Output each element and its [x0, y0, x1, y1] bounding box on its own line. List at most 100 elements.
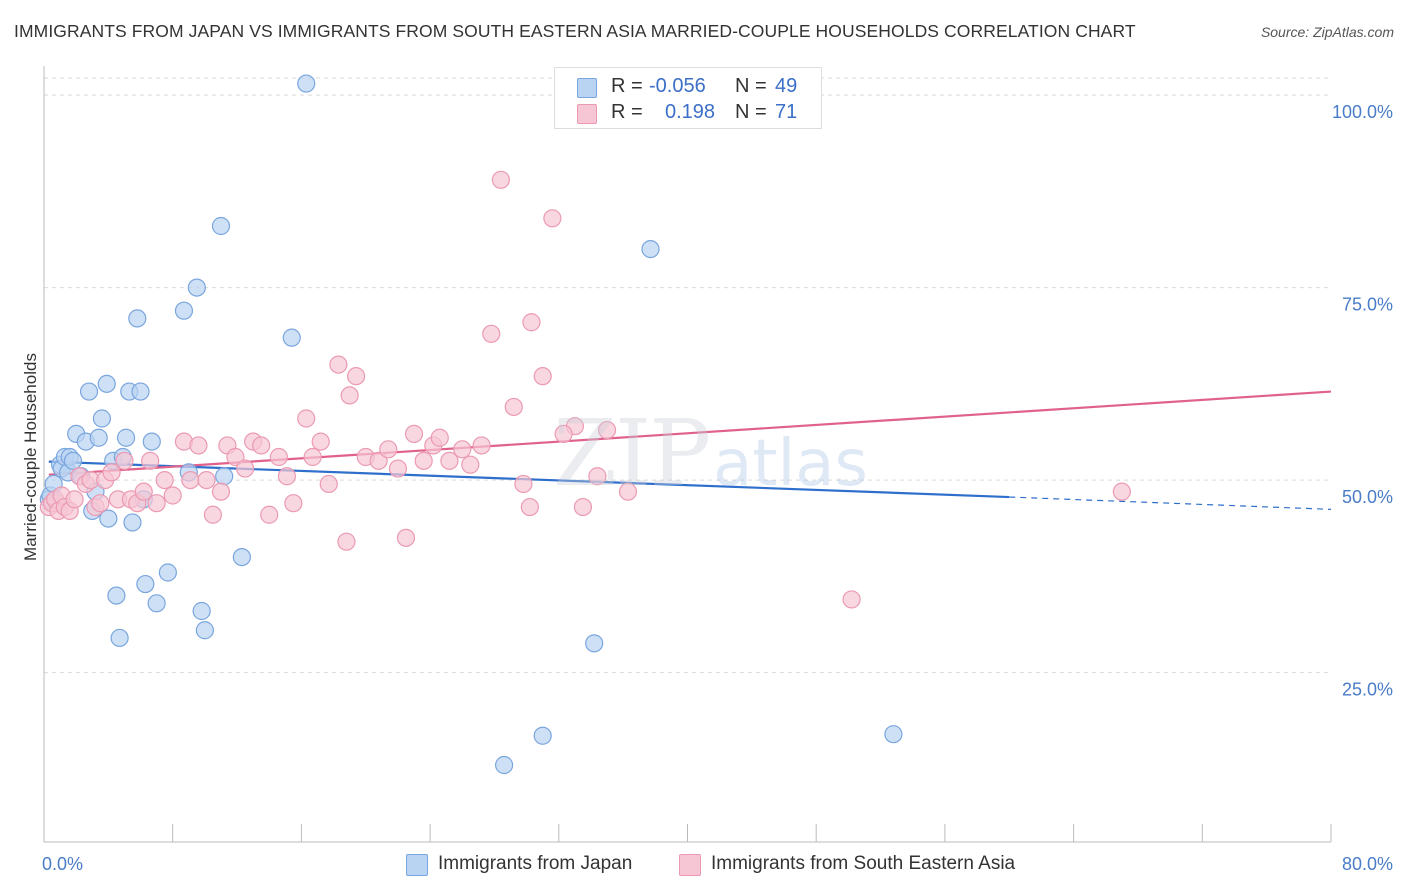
stat-r-label: R = [611, 101, 643, 123]
japan-point [92, 409, 112, 428]
sea-point [573, 497, 593, 517]
legend-label-sea: Immigrants from South Eastern Asia [711, 853, 1016, 874]
japan-point [495, 755, 514, 775]
sea-point [414, 451, 433, 470]
y-tick-label: 100.0% [1332, 102, 1393, 122]
data-points [39, 74, 1131, 775]
sea-point [211, 482, 231, 501]
japan-point [142, 432, 161, 451]
japan-swatch [577, 78, 597, 98]
sea-point [554, 424, 573, 443]
japan-point [128, 309, 147, 328]
sea-point [396, 528, 416, 547]
sea-point [430, 428, 449, 447]
sea-point [235, 459, 255, 478]
japan-legend-swatch [406, 854, 428, 876]
japan-point [585, 634, 604, 653]
sea-point [520, 497, 539, 517]
japan-point [89, 428, 108, 447]
sea-point [388, 459, 408, 478]
sea-point [543, 209, 562, 228]
sea-point [504, 397, 523, 417]
sea-point [319, 474, 338, 494]
japan-point [158, 563, 177, 582]
stat-r-value: -0.056 [649, 75, 706, 97]
japan-point [107, 586, 126, 605]
japan-point [63, 451, 83, 470]
sea-point [102, 463, 121, 482]
sea-point [147, 494, 166, 513]
sea-point [340, 386, 359, 405]
sea-point [269, 447, 288, 467]
japan-point [99, 509, 118, 528]
japan-point [136, 574, 155, 594]
japan-point [187, 278, 206, 297]
sea-point [189, 436, 208, 455]
japan-point [147, 594, 166, 613]
sea-trend-line [48, 390, 1332, 476]
japan-point [533, 726, 552, 745]
japan-point [232, 547, 251, 567]
sea-point [284, 494, 303, 513]
axes [43, 66, 1332, 843]
sea-point [197, 471, 216, 490]
axis-labels: 25.0% 50.0% 75.0% 100.0% 0.0% 80.0% [42, 102, 1393, 874]
chart-source: Source: ZipAtlas.com [1260, 24, 1394, 40]
x-tick-label: 0.0% [42, 854, 83, 874]
japan-point [297, 74, 316, 93]
stat-r-value: 0.198 [665, 101, 716, 123]
sea-swatch [577, 104, 597, 124]
y-axis-label: Married-couple Households [21, 353, 40, 561]
legend-label-japan: Immigrants from Japan [438, 853, 633, 874]
y-tick-label: 25.0% [1342, 680, 1393, 700]
sea-point [277, 467, 297, 486]
sea-point [472, 436, 491, 455]
sea-point [65, 490, 84, 509]
y-tick-label: 75.0% [1342, 295, 1393, 315]
japan-point [195, 621, 214, 640]
japan-point [131, 382, 150, 401]
japan-point [116, 428, 136, 447]
sea-point [297, 409, 316, 428]
gridlines [44, 77, 1331, 674]
stat-n-value: 71 [775, 101, 798, 123]
sea-point [842, 590, 861, 609]
sea-point [461, 455, 480, 474]
sea-point [491, 170, 510, 189]
japan-point [215, 467, 234, 486]
sea-point [522, 313, 541, 332]
sea-point [588, 467, 607, 486]
sea-point [404, 424, 424, 443]
japan-point [641, 240, 660, 259]
sea-point [303, 447, 322, 467]
series-legend: Immigrants from Japan Immigrants from So… [0, 852, 1406, 878]
chart-title: IMMIGRANTS FROM JAPAN VS IMMIGRANTS FROM… [14, 21, 1136, 41]
x-tick-label: 80.0% [1342, 854, 1393, 874]
sea-point [440, 451, 459, 470]
stat-n-value: 49 [775, 75, 798, 97]
japan-point [123, 513, 142, 532]
sea-point [181, 471, 200, 490]
sea-point [337, 532, 356, 551]
japan-point [174, 301, 194, 320]
japan-trend-extension [1009, 496, 1332, 510]
sea-point [115, 451, 134, 470]
sea-point [453, 440, 472, 459]
sea-point [379, 440, 398, 459]
sea-point [134, 482, 153, 501]
sea-point [514, 474, 533, 494]
stats-legend: R = -0.056 N = 49 R = 0.198 N = 71 [554, 67, 822, 129]
sea-point [155, 471, 174, 490]
stat-n-label: N = [735, 101, 767, 123]
sea-point [163, 486, 182, 505]
japan-point [192, 601, 211, 621]
sea-point [1112, 482, 1131, 501]
sea-point [346, 367, 366, 386]
sea-legend-swatch [679, 854, 701, 876]
sea-point [91, 494, 110, 513]
sea-point [482, 324, 501, 343]
japan-point [211, 216, 231, 236]
japan-point [97, 374, 116, 393]
sea-point [533, 367, 552, 386]
